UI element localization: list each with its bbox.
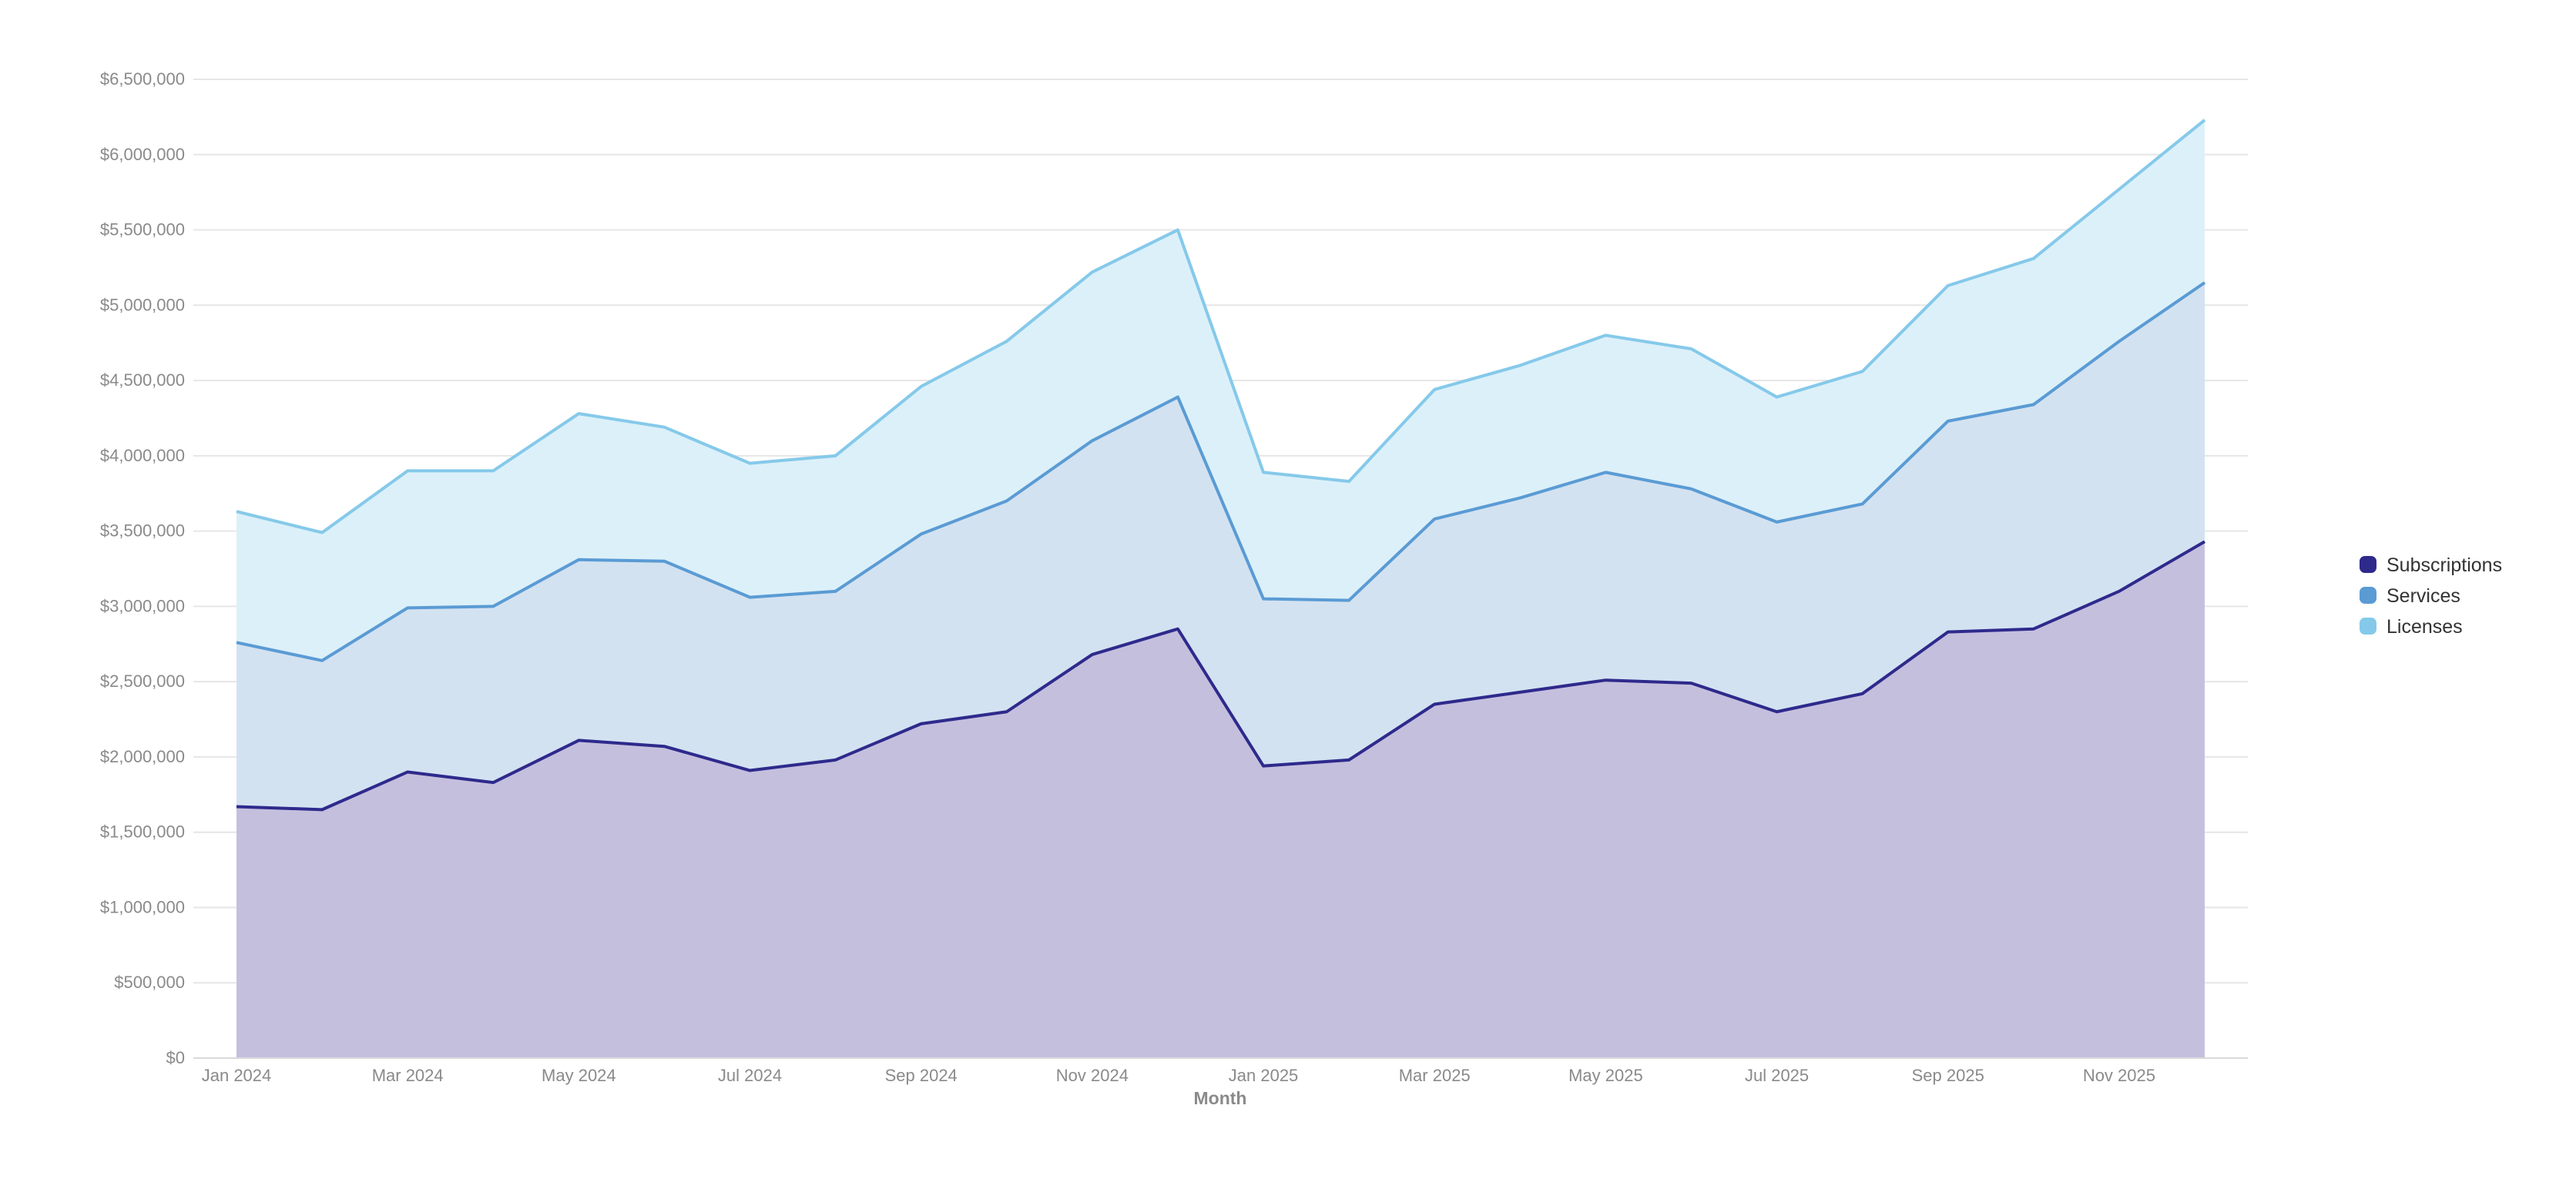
y-tick-label: $1,500,000 [100,822,185,842]
series-lines [236,119,2206,812]
y-tick-label: $3,000,000 [100,596,185,615]
area-subscriptions [236,541,2205,1058]
legend-label: Subscriptions [2386,554,2502,576]
x-tick-label: Mar 2025 [1399,1066,1471,1085]
y-tick-label: $4,000,000 [100,446,185,465]
y-tick-label: $0 [166,1048,185,1067]
area-fills [236,119,2205,1058]
x-tick-label: Jul 2025 [1745,1066,1809,1085]
x-tick-label: Jul 2024 [718,1066,782,1085]
legend-swatch [2360,556,2376,573]
legend: Subscriptions Services Licenses [2360,554,2502,638]
x-axis-title: Month [1194,1088,1247,1108]
y-tick-label: $3,500,000 [100,521,185,541]
legend-item-subscriptions[interactable]: Subscriptions [2360,554,2502,576]
legend-swatch [2360,587,2376,604]
line-services [236,281,2206,662]
legend-item-services[interactable]: Services [2360,585,2460,607]
y-tick-label: $4,500,000 [100,370,185,390]
legend-item-licenses[interactable]: Licenses [2360,616,2463,638]
y-tick-label: $2,500,000 [100,672,185,691]
y-tick-label: $500,000 [114,973,185,992]
x-tick-label: May 2025 [1568,1066,1643,1085]
y-tick-label: $6,000,000 [100,145,185,164]
x-tick-label: Jan 2024 [202,1066,272,1085]
x-tick-label: Jan 2025 [1229,1066,1299,1085]
y-axis-ticks: $0 $500,000 $1,000,000 $1,500,000 $2,000,000… [100,69,185,1067]
line-subscriptions [236,540,2206,812]
y-tick-label: $6,500,000 [100,69,185,89]
x-tick-label: Sep 2024 [885,1066,958,1085]
y-tick-label: $1,000,000 [100,897,185,916]
line-licenses [236,119,2206,534]
x-tick-label: Sep 2025 [1912,1066,1984,1085]
legend-swatch [2360,618,2376,635]
x-tick-label: Mar 2024 [372,1066,444,1085]
legend-label: Services [2386,585,2460,607]
x-tick-label: May 2024 [542,1066,616,1085]
x-tick-label: Nov 2025 [2083,1066,2155,1085]
x-axis-ticks: Jan 2024 Mar 2024 May 2024 Jul 2024 Sep 2024… [202,1066,2155,1085]
legend-label: Licenses [2386,616,2463,638]
y-tick-label: $5,500,000 [100,220,185,239]
x-tick-label: Nov 2024 [1056,1066,1129,1085]
y-tick-label: $2,000,000 [100,747,185,766]
y-tick-label: $5,000,000 [100,295,185,314]
